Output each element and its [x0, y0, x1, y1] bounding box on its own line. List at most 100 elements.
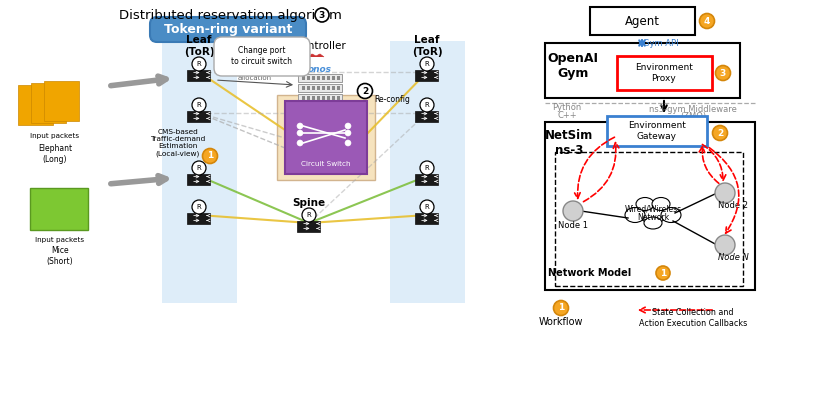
Text: Re-config: Re-config	[374, 96, 409, 105]
Text: Controller: Controller	[294, 41, 346, 51]
PathPatch shape	[308, 54, 323, 57]
FancyBboxPatch shape	[616, 56, 711, 90]
Text: Python: Python	[552, 103, 581, 113]
Ellipse shape	[660, 207, 680, 222]
FancyBboxPatch shape	[307, 76, 309, 80]
FancyBboxPatch shape	[297, 220, 320, 232]
Text: Node 2: Node 2	[717, 201, 747, 209]
Circle shape	[562, 201, 582, 221]
Text: C++: C++	[557, 111, 576, 121]
FancyBboxPatch shape	[332, 76, 335, 80]
FancyBboxPatch shape	[298, 74, 342, 82]
Circle shape	[297, 130, 303, 136]
Text: 2: 2	[361, 86, 368, 96]
FancyBboxPatch shape	[415, 111, 438, 121]
Circle shape	[192, 200, 206, 214]
Text: Network Model: Network Model	[547, 268, 631, 278]
Text: Leaf
(ToR): Leaf (ToR)	[411, 35, 442, 57]
FancyBboxPatch shape	[307, 86, 309, 90]
Circle shape	[715, 66, 729, 80]
FancyBboxPatch shape	[327, 76, 330, 80]
FancyBboxPatch shape	[18, 85, 53, 125]
Text: 1: 1	[659, 269, 665, 277]
Text: 4: 4	[703, 16, 710, 25]
Text: R: R	[424, 61, 429, 67]
Text: R: R	[424, 165, 429, 171]
Circle shape	[345, 140, 351, 146]
Circle shape	[203, 148, 218, 164]
Circle shape	[715, 235, 734, 255]
Circle shape	[715, 183, 734, 203]
Text: 3: 3	[719, 68, 725, 78]
FancyBboxPatch shape	[317, 96, 319, 100]
FancyBboxPatch shape	[44, 81, 79, 121]
FancyBboxPatch shape	[312, 96, 314, 100]
Circle shape	[419, 98, 433, 112]
Text: ns3-gym Middleware: ns3-gym Middleware	[648, 105, 736, 113]
FancyBboxPatch shape	[31, 83, 66, 123]
Text: Gym API: Gym API	[643, 39, 678, 47]
Text: R: R	[196, 61, 201, 67]
FancyBboxPatch shape	[317, 86, 319, 90]
Circle shape	[314, 8, 328, 22]
Circle shape	[302, 208, 316, 222]
FancyBboxPatch shape	[327, 96, 330, 100]
Text: CMS-based
Traffic-demand
Estimation
(Local-view): CMS-based Traffic-demand Estimation (Loc…	[151, 129, 205, 157]
FancyBboxPatch shape	[544, 122, 754, 290]
Ellipse shape	[638, 203, 667, 223]
FancyBboxPatch shape	[322, 76, 325, 80]
Text: Distributed reservation algorithm: Distributed reservation algorithm	[118, 8, 341, 21]
Text: Leaf
(ToR): Leaf (ToR)	[184, 35, 214, 57]
FancyBboxPatch shape	[187, 213, 210, 224]
Ellipse shape	[624, 207, 644, 222]
FancyBboxPatch shape	[337, 96, 340, 100]
FancyBboxPatch shape	[590, 7, 694, 35]
Circle shape	[419, 57, 433, 71]
Circle shape	[419, 161, 433, 175]
FancyBboxPatch shape	[337, 86, 340, 90]
Circle shape	[699, 14, 714, 29]
FancyBboxPatch shape	[327, 86, 330, 90]
FancyBboxPatch shape	[187, 70, 210, 80]
FancyBboxPatch shape	[307, 96, 309, 100]
Text: Agent: Agent	[624, 14, 658, 27]
FancyBboxPatch shape	[284, 101, 366, 174]
Circle shape	[655, 266, 669, 280]
Text: Input packets: Input packets	[31, 133, 79, 139]
FancyBboxPatch shape	[302, 96, 304, 100]
Circle shape	[345, 123, 351, 129]
Text: Mice
(Short): Mice (Short)	[46, 246, 74, 266]
FancyBboxPatch shape	[322, 86, 325, 90]
Ellipse shape	[635, 197, 653, 211]
Text: Elephant
(Long): Elephant (Long)	[38, 144, 72, 164]
Text: Node 1: Node 1	[557, 222, 587, 230]
FancyBboxPatch shape	[312, 76, 314, 80]
FancyBboxPatch shape	[415, 174, 438, 185]
Ellipse shape	[643, 217, 662, 229]
Text: NetSim
ns-3: NetSim ns-3	[544, 129, 592, 157]
Circle shape	[345, 130, 351, 136]
FancyBboxPatch shape	[187, 174, 210, 185]
FancyBboxPatch shape	[187, 111, 210, 121]
Text: R: R	[306, 212, 311, 218]
Text: Environment
Proxy: Environment Proxy	[634, 63, 692, 83]
Circle shape	[297, 123, 303, 129]
Text: (ZMQ): (ZMQ)	[679, 113, 705, 121]
Circle shape	[419, 200, 433, 214]
FancyBboxPatch shape	[317, 76, 319, 80]
Text: Circuit Switch: Circuit Switch	[301, 161, 351, 167]
FancyBboxPatch shape	[302, 76, 304, 80]
Text: OpenAI
Gym: OpenAI Gym	[547, 52, 598, 80]
Text: Workflow: Workflow	[538, 317, 582, 327]
Text: 1: 1	[207, 152, 213, 160]
FancyBboxPatch shape	[277, 95, 375, 180]
FancyBboxPatch shape	[606, 116, 706, 146]
Circle shape	[192, 98, 206, 112]
Text: Input packets: Input packets	[36, 237, 84, 243]
FancyBboxPatch shape	[150, 17, 306, 42]
FancyBboxPatch shape	[162, 41, 237, 303]
Text: Change port
to circuit switch: Change port to circuit switch	[232, 46, 292, 66]
Circle shape	[552, 300, 568, 316]
Circle shape	[357, 84, 372, 98]
FancyBboxPatch shape	[332, 86, 335, 90]
